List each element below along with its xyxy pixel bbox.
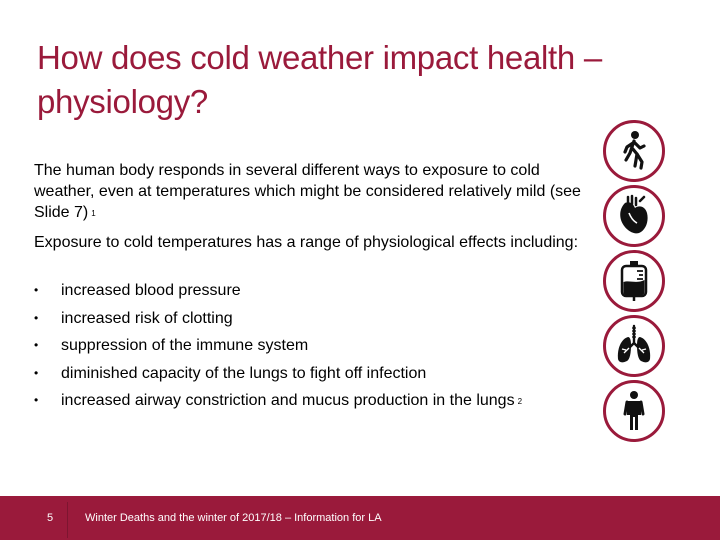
effect-text: increased airway constriction and mucus … xyxy=(61,390,522,412)
intro-text: The human body responds in several diffe… xyxy=(34,162,581,221)
bullet: • xyxy=(34,393,39,407)
footer-bar: 5 Winter Deaths and the winter of 2017/1… xyxy=(0,496,720,540)
effect-text: increased blood pressure xyxy=(61,282,241,299)
blood-bag-icon xyxy=(603,250,665,312)
effect-reference: 2 xyxy=(517,397,523,406)
walking-person-icon xyxy=(603,120,665,182)
bullet: • xyxy=(34,365,39,380)
effect-text: suppression of the immune system xyxy=(61,337,309,354)
list-item: • suppression of the immune system xyxy=(34,335,594,363)
bullet: • xyxy=(34,338,39,352)
effect-text-content: increased airway constriction and mucus … xyxy=(61,392,515,409)
icon-column xyxy=(603,120,669,445)
effects-list: • increased blood pressure • increased r… xyxy=(34,280,594,418)
intro-reference: 1 xyxy=(91,209,96,218)
list-item: • diminished capacity of the lungs to fi… xyxy=(34,363,594,391)
exposure-paragraph: Exposure to cold temperatures has a rang… xyxy=(34,234,579,251)
bullet: • xyxy=(34,310,39,325)
standing-person-icon xyxy=(603,380,665,442)
footer-divider xyxy=(67,502,68,538)
lungs-icon xyxy=(603,315,665,377)
bullet: • xyxy=(34,283,39,297)
slide-title: How does cold weather impact health – ph… xyxy=(37,39,602,120)
list-item: • increased risk of clotting xyxy=(34,308,594,336)
list-item: • increased airway constriction and mucu… xyxy=(34,390,594,418)
page-number: 5 xyxy=(47,512,54,524)
effect-text: increased risk of clotting xyxy=(61,309,233,327)
heart-icon xyxy=(603,185,665,247)
intro-paragraph: The human body responds in several diffe… xyxy=(34,160,594,224)
footer-text: Winter Deaths and the winter of 2017/18 … xyxy=(85,512,382,524)
effect-text: diminished capacity of the lungs to figh… xyxy=(61,364,427,382)
list-item: • increased blood pressure xyxy=(34,280,594,308)
